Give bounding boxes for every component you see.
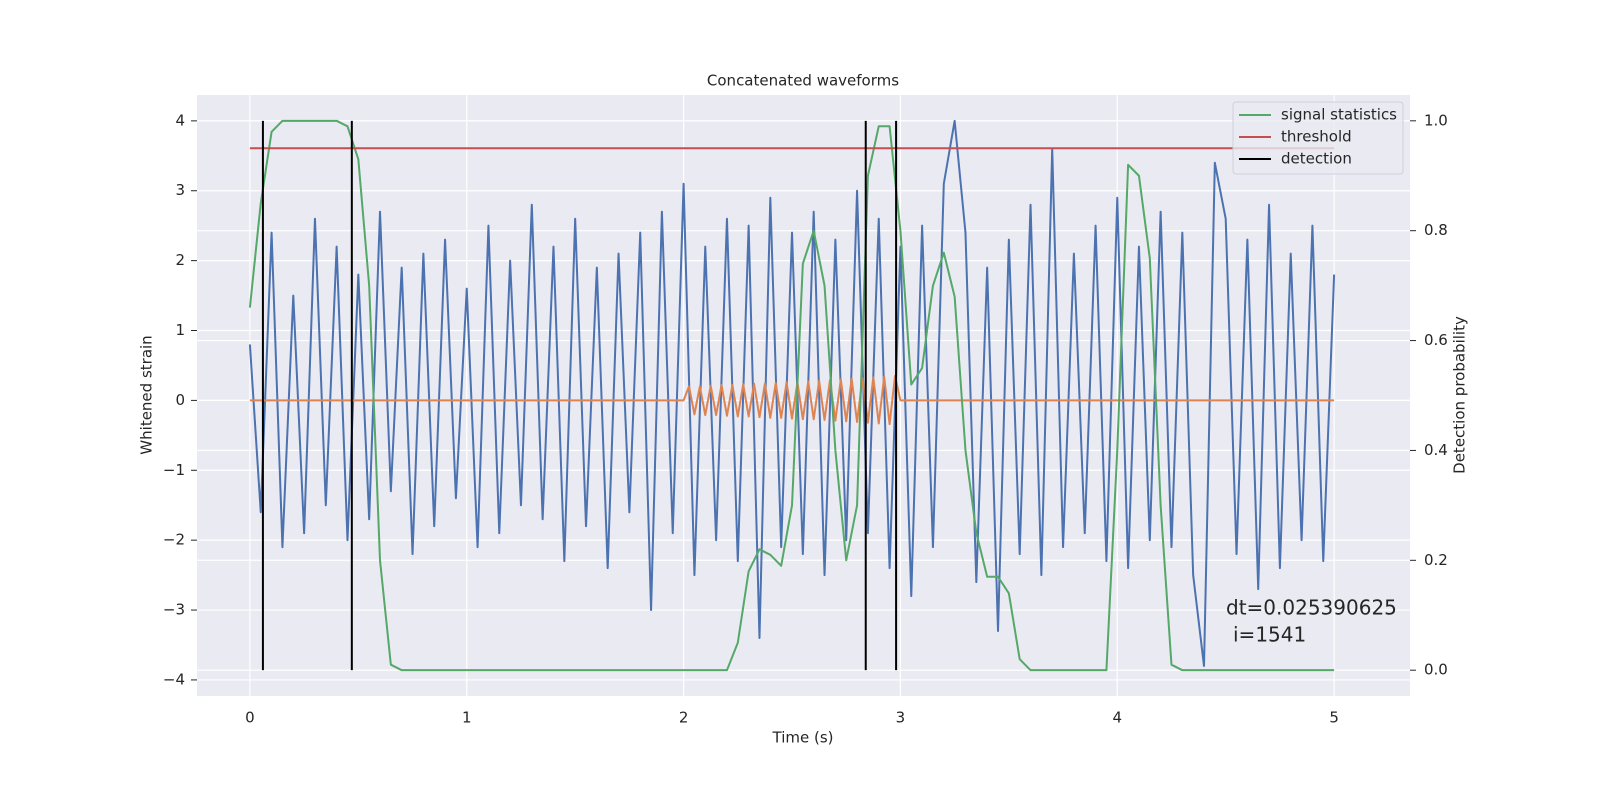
x-tick-label: 2 (679, 709, 689, 727)
x-tick-label: 3 (896, 709, 906, 727)
series-line (248, 119, 1336, 667)
x-tick-label: 4 (1112, 709, 1122, 727)
y2-tick-label: 0.0 (1424, 661, 1448, 679)
plot-area (197, 95, 1410, 696)
y-tick-label: 4 (175, 111, 185, 129)
y2-tick-label: 1.0 (1424, 111, 1448, 129)
y-tick-label: −3 (163, 601, 185, 619)
x-tick-label: 1 (462, 709, 472, 727)
legend-label: signal statistics (1281, 106, 1397, 124)
y-tick-label: 0 (175, 391, 185, 409)
y-tick-label: 3 (175, 181, 185, 199)
x-tick-label: 5 (1329, 709, 1339, 727)
y2-tick-label: 0.8 (1424, 221, 1448, 239)
y-tick-label: −1 (163, 461, 185, 479)
y-axis-label: Whitened strain (138, 335, 156, 454)
x-tick-label: 0 (245, 709, 255, 727)
legend-label: threshold (1281, 128, 1352, 146)
legend (1232, 101, 1404, 175)
annotation: i=1541 (1233, 623, 1306, 647)
series-line (249, 374, 1335, 426)
chart-title: Concatenated waveforms (707, 72, 899, 90)
x-axis-label: Time (s) (772, 729, 834, 747)
y-tick-label: 1 (175, 321, 185, 339)
y-tick-label: 2 (175, 251, 185, 269)
series-line (248, 119, 1335, 672)
y2-tick-label: 0.4 (1424, 441, 1448, 459)
y2-tick-label: 0.6 (1424, 331, 1448, 349)
y-tick-label: −4 (163, 670, 185, 688)
y2-tick-label: 0.2 (1424, 551, 1448, 569)
legend-label: detection (1281, 150, 1352, 168)
y-tick-label: −2 (163, 531, 185, 549)
y2-axis-label: Detection probability (1451, 316, 1469, 474)
annotation: dt=0.025390625 (1226, 596, 1397, 620)
